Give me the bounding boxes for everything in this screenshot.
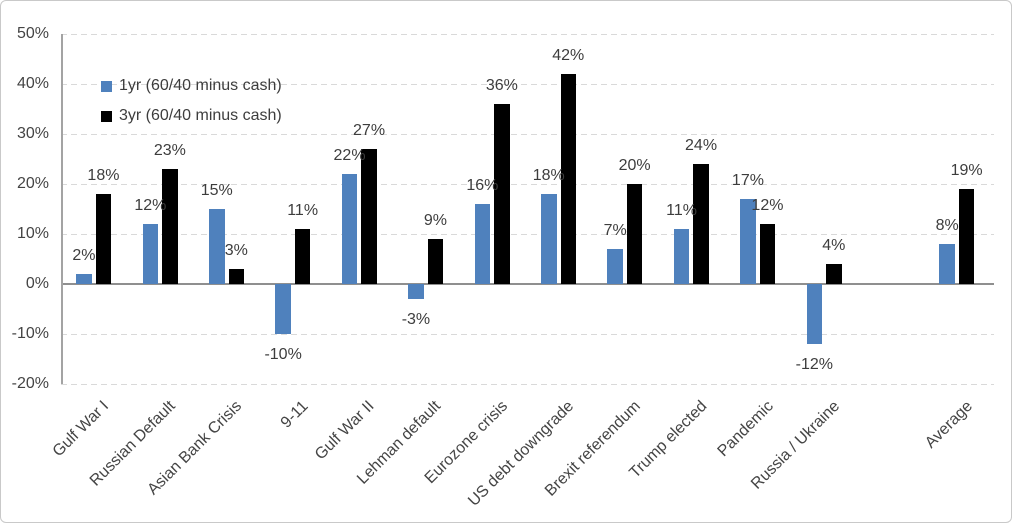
gridline (61, 334, 994, 335)
bar-value-label: 11% (666, 202, 697, 219)
legend: 1yr (60/40 minus cash) 3yr (60/40 minus … (101, 71, 282, 131)
legend-swatch-1yr-icon (101, 80, 112, 92)
x-axis-label: Pandemic (714, 397, 777, 461)
bar-value-label: 11% (287, 202, 319, 219)
bar-1yr (142, 224, 159, 284)
bar-value-label: 16% (466, 177, 499, 194)
bar-3yr (427, 239, 444, 284)
bar-1yr (341, 174, 358, 284)
y-axis-tick-label: -10% (11, 325, 49, 342)
legend-label-3yr: 3yr (60/40 minus cash) (119, 107, 282, 124)
bar-value-label: 36% (485, 77, 518, 94)
bar-value-label: 42% (552, 47, 585, 64)
y-axis-tick-label: 40% (16, 75, 49, 92)
gridline (61, 34, 994, 35)
bar-value-label: 20% (618, 157, 651, 174)
gridline (61, 84, 994, 85)
bar-value-label: -10% (264, 346, 302, 363)
legend-item-1yr: 1yr (60/40 minus cash) (101, 71, 282, 101)
bar-value-label: 27% (353, 122, 386, 139)
bar-value-label: 24% (685, 137, 718, 154)
bar-1yr (607, 249, 623, 284)
y-axis-tick-label: 0% (25, 275, 49, 292)
legend-swatch-3yr-icon (101, 110, 112, 122)
bar-value-label: 7% (603, 222, 627, 239)
bar-1yr (474, 204, 491, 284)
bar-1yr (541, 194, 557, 284)
bar-value-label: 19% (950, 162, 983, 179)
bar-value-label: 17% (731, 172, 764, 189)
bar-3yr (228, 269, 244, 284)
bar-value-label: 12% (134, 197, 167, 214)
gridline (61, 234, 994, 235)
bar-1yr (408, 284, 424, 299)
x-axis-label: Average (921, 397, 976, 452)
x-axis-zero-line (61, 283, 994, 285)
bar-value-label: 22% (333, 147, 366, 164)
x-axis-label: Gulf War II (312, 397, 379, 464)
bar-1yr (209, 209, 225, 284)
bar-3yr (560, 74, 576, 284)
gridline (61, 384, 994, 385)
y-axis-tick-label: 20% (16, 175, 49, 192)
gridline (61, 184, 994, 185)
bar-3yr (958, 189, 975, 284)
bar-1yr (740, 199, 756, 284)
bar-value-label: -12% (795, 356, 834, 373)
bar-3yr (95, 194, 112, 284)
legend-label-1yr: 1yr (60/40 minus cash) (119, 77, 282, 94)
bar-value-label: -3% (401, 311, 431, 328)
bar-3yr (693, 164, 709, 284)
y-axis-tick-label: 10% (16, 225, 49, 242)
bar-value-label: 23% (153, 142, 186, 159)
y-axis-line (61, 34, 63, 384)
bar-value-label: 3% (224, 242, 248, 259)
bar-value-label: 18% (87, 167, 120, 184)
bar-value-label: 18% (532, 167, 565, 184)
bar-value-label: 8% (935, 217, 959, 234)
y-axis-tick-label: 50% (16, 25, 49, 42)
bar-1yr (939, 244, 955, 284)
x-axis-label: 9-11 (277, 397, 312, 432)
bar-3yr (826, 264, 842, 284)
y-axis-tick-label: 30% (16, 125, 49, 142)
bar-value-label: 15% (200, 182, 233, 199)
x-axis-label: Gulf War I (49, 397, 113, 461)
gridline (61, 134, 994, 135)
bar-1yr (806, 284, 823, 344)
legend-item-3yr: 3yr (60/40 minus cash) (101, 101, 282, 131)
bar-1yr (275, 284, 291, 334)
bar-3yr (162, 169, 178, 284)
bar-3yr (294, 229, 311, 284)
bar-3yr (361, 149, 377, 284)
bar-3yr (759, 224, 776, 284)
bar-value-label: 12% (751, 197, 784, 214)
bar-3yr (494, 104, 510, 284)
bar-3yr (626, 184, 643, 284)
bar-1yr (76, 274, 92, 284)
bar-value-label: 4% (822, 237, 846, 254)
bar-value-label: 9% (423, 212, 447, 229)
bar-1yr (673, 229, 690, 284)
bar-value-label: 2% (72, 247, 96, 264)
y-axis-tick-label: -20% (11, 375, 49, 392)
